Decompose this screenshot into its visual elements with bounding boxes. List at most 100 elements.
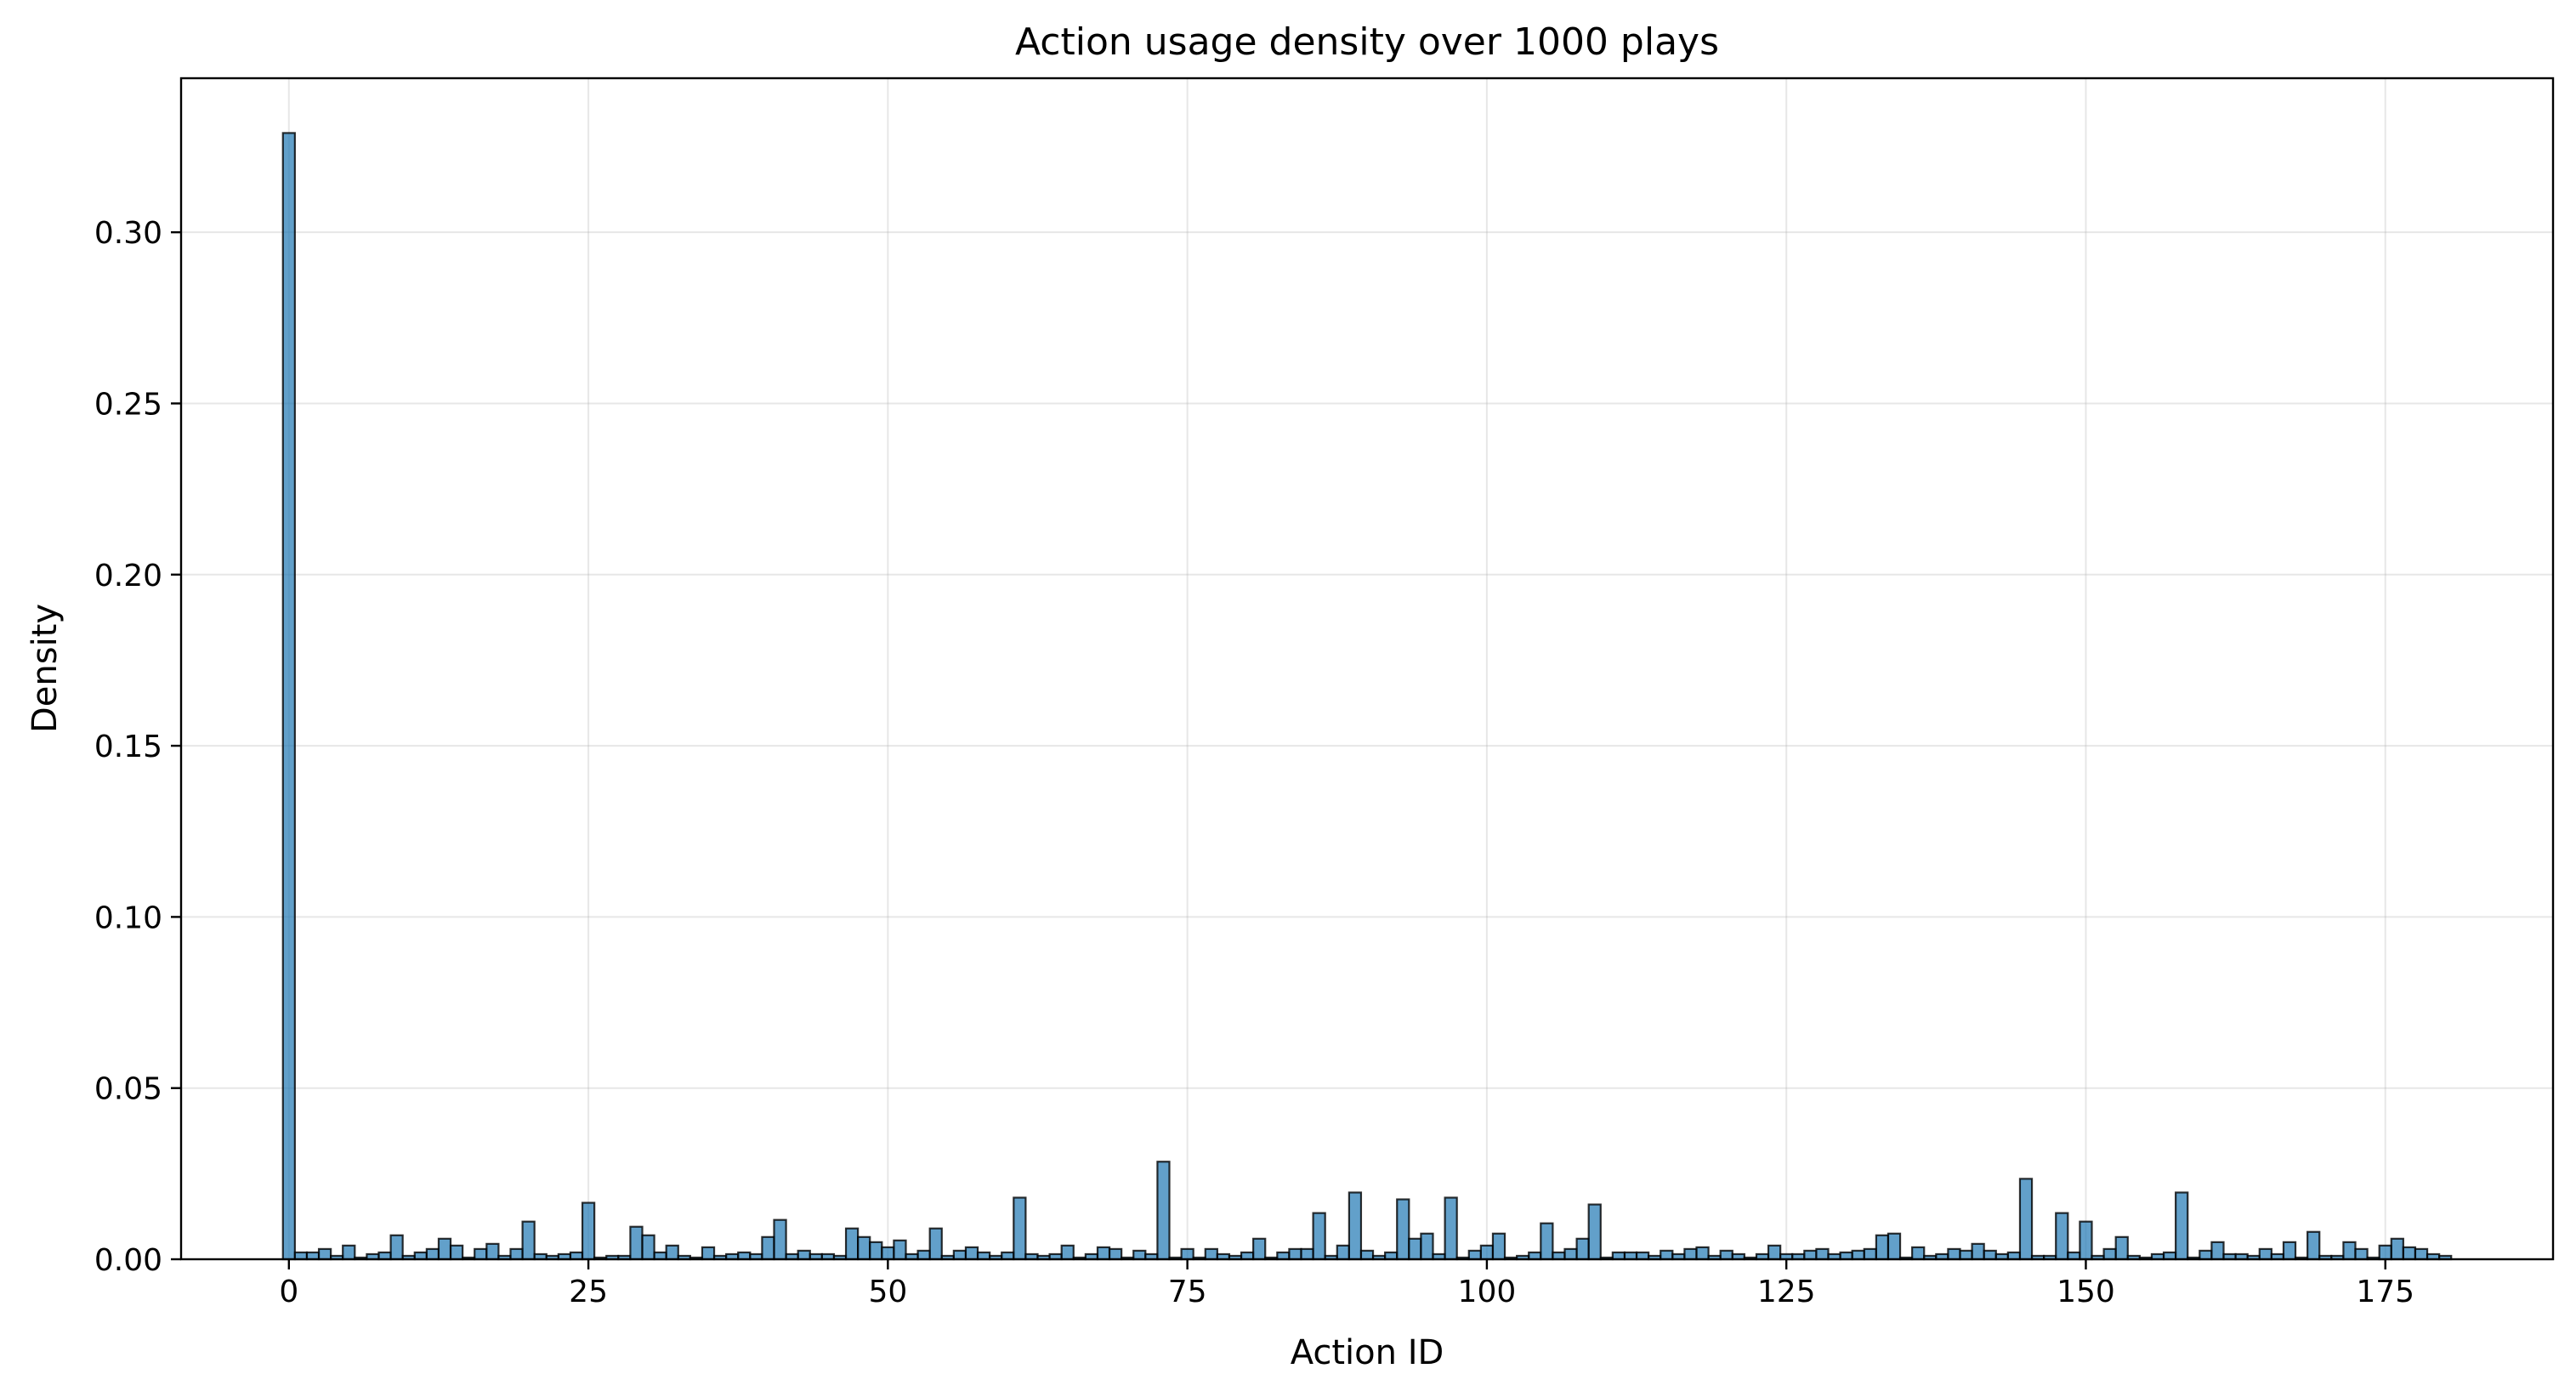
bar-action-109 <box>1587 1203 1602 1261</box>
bar-action-68 <box>1096 1246 1111 1261</box>
bar-action-57 <box>964 1246 979 1261</box>
bar-action-100 <box>1479 1244 1495 1261</box>
bar-action-105 <box>1540 1222 1554 1261</box>
bar-action-81 <box>1252 1237 1267 1261</box>
bar-action-1 <box>293 1251 309 1261</box>
bar-action-71 <box>1132 1249 1147 1261</box>
bar-action-32 <box>665 1244 679 1261</box>
x-tick-label: 150 <box>2057 1275 2115 1309</box>
bar-action-12 <box>425 1247 440 1261</box>
bar-action-60 <box>1001 1251 1015 1261</box>
bar-action-136 <box>1911 1246 1926 1261</box>
bar-action-38 <box>737 1251 752 1261</box>
bar-action-0 <box>281 132 296 1261</box>
bar-action-169 <box>2306 1230 2321 1261</box>
y-tick-label: 0.10 <box>94 900 162 935</box>
bar-action-77 <box>1204 1247 1218 1261</box>
bar-action-141 <box>1971 1242 1985 1261</box>
bar-action-134 <box>1887 1232 1902 1261</box>
bar-action-88 <box>1336 1244 1350 1261</box>
bar-action-54 <box>928 1227 943 1261</box>
bar-action-120 <box>1719 1249 1733 1261</box>
bar-action-89 <box>1348 1191 1363 1261</box>
bar-action-20 <box>521 1220 536 1261</box>
bar-action-11 <box>413 1251 428 1261</box>
bar-action-94 <box>1408 1237 1422 1261</box>
bar-action-157 <box>2162 1251 2177 1261</box>
chart-title: Action usage density over 1000 plays <box>1015 20 1719 64</box>
bar-action-149 <box>2067 1251 2081 1261</box>
bar-action-90 <box>1359 1249 1375 1261</box>
bar-action-8 <box>377 1251 392 1261</box>
bar-action-139 <box>1947 1247 1961 1261</box>
y-axis-label: Density <box>26 604 65 733</box>
bar-action-115 <box>1660 1249 1674 1261</box>
bar-action-17 <box>485 1242 500 1261</box>
bar-action-165 <box>2258 1247 2272 1261</box>
bar-action-50 <box>881 1246 895 1261</box>
bar-action-31 <box>653 1251 667 1261</box>
bar-action-167 <box>2282 1241 2297 1261</box>
bar-action-40 <box>761 1235 775 1261</box>
y-tick-label: 0.25 <box>94 387 162 422</box>
x-axis-label: Action ID <box>1291 1333 1444 1372</box>
bar-action-5 <box>342 1244 356 1261</box>
bar-action-75 <box>1180 1247 1194 1261</box>
bar-action-178 <box>2414 1247 2429 1261</box>
bar-action-14 <box>449 1244 464 1261</box>
bar-action-104 <box>1528 1251 1542 1261</box>
bar-action-107 <box>1563 1247 1578 1261</box>
plot-frame <box>179 77 2555 1261</box>
bar-action-160 <box>2199 1249 2213 1261</box>
bar-action-43 <box>797 1249 811 1261</box>
bar-action-106 <box>1552 1251 1566 1261</box>
bar-action-35 <box>701 1246 716 1261</box>
bar-action-99 <box>1467 1249 1482 1261</box>
bar-action-131 <box>1851 1249 1865 1261</box>
x-tick-label: 50 <box>868 1275 907 1309</box>
bar-action-3 <box>317 1247 332 1261</box>
x-tick-label: 125 <box>1757 1275 1816 1309</box>
bar-action-161 <box>2210 1241 2225 1261</box>
bar-action-111 <box>1611 1251 1626 1261</box>
bar-action-80 <box>1240 1251 1255 1261</box>
y-tick-label: 0.15 <box>94 730 162 764</box>
bar-action-85 <box>1300 1247 1314 1261</box>
x-tick-label: 0 <box>279 1275 298 1309</box>
bar-action-128 <box>1815 1247 1830 1261</box>
bar-action-144 <box>2006 1251 2022 1261</box>
y-tick-label: 0.05 <box>94 1072 162 1107</box>
y-tick-label: 0.20 <box>94 559 162 593</box>
bar-action-153 <box>2114 1235 2129 1261</box>
bar-action-97 <box>1444 1196 1458 1261</box>
x-tick-label: 175 <box>2356 1275 2414 1309</box>
bar-action-61 <box>1013 1196 1027 1261</box>
bar-action-56 <box>952 1249 967 1261</box>
bar-action-132 <box>1863 1247 1877 1261</box>
bar-action-65 <box>1060 1244 1075 1261</box>
bar-action-48 <box>857 1235 871 1261</box>
bar-action-49 <box>869 1241 883 1261</box>
bar-action-83 <box>1276 1251 1291 1261</box>
bar-action-113 <box>1635 1251 1650 1261</box>
bar-action-172 <box>2342 1241 2357 1261</box>
bar-action-9 <box>389 1234 404 1261</box>
bar-action-177 <box>2402 1246 2417 1261</box>
bar-action-19 <box>509 1247 524 1261</box>
y-axis: 0.00 0.05 0.10 0.15 0.20 0.25 0.30 <box>94 216 181 1278</box>
bar-action-69 <box>1108 1247 1123 1261</box>
bar-action-73 <box>1156 1161 1171 1261</box>
bar-action-175 <box>2378 1244 2392 1261</box>
x-tick-label: 25 <box>569 1275 608 1309</box>
bar-action-93 <box>1396 1198 1410 1261</box>
bar-action-2 <box>305 1251 321 1261</box>
bar-action-53 <box>916 1249 931 1261</box>
bar-action-101 <box>1491 1232 1506 1261</box>
bar-action-148 <box>2055 1212 2069 1261</box>
bar-action-29 <box>629 1225 644 1261</box>
y-tick-label: 0.30 <box>94 216 162 251</box>
bar-action-47 <box>844 1227 860 1261</box>
bar-action-124 <box>1767 1244 1782 1261</box>
